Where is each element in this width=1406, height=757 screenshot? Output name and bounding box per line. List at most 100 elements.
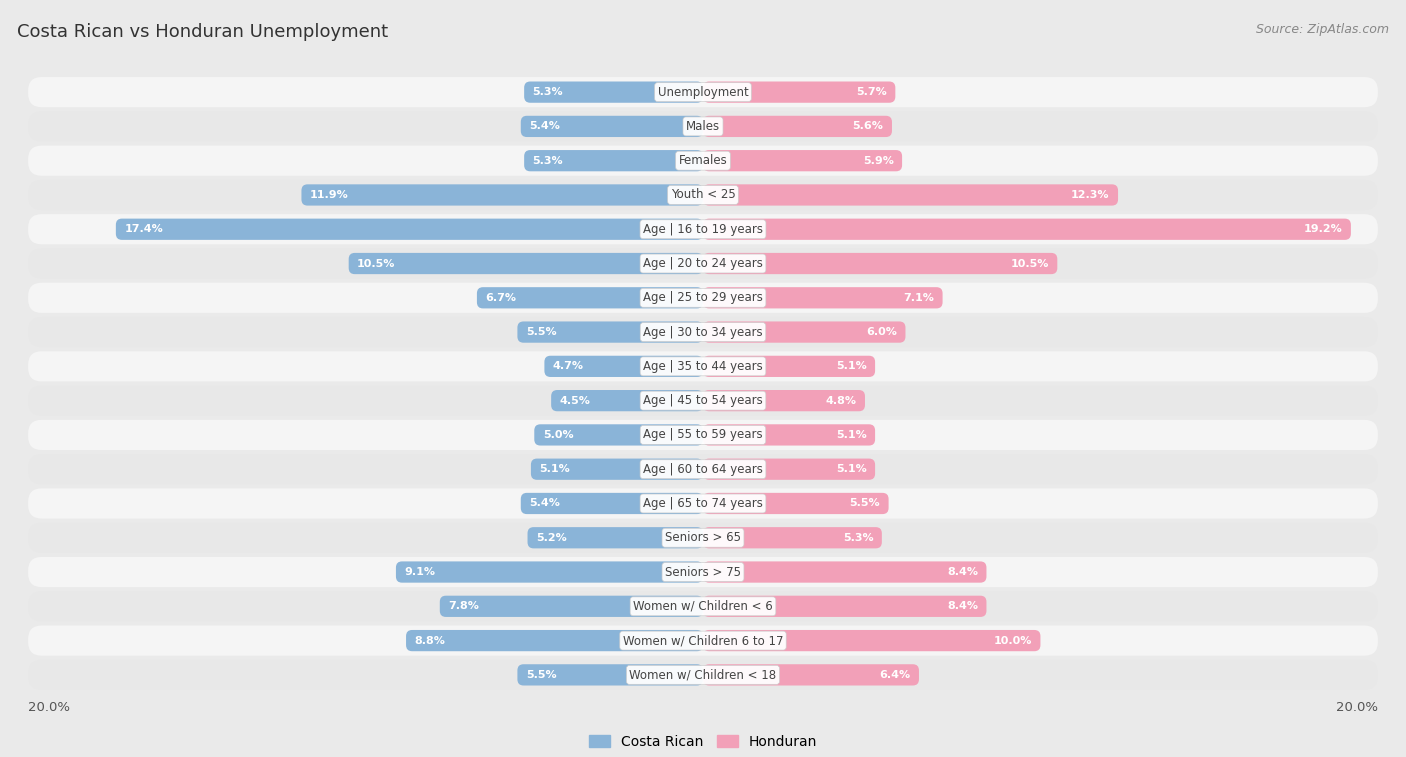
FancyBboxPatch shape: [28, 385, 1378, 416]
FancyBboxPatch shape: [28, 111, 1378, 142]
FancyBboxPatch shape: [524, 82, 703, 103]
Text: 8.8%: 8.8%: [415, 636, 446, 646]
FancyBboxPatch shape: [703, 116, 891, 137]
FancyBboxPatch shape: [477, 287, 703, 308]
FancyBboxPatch shape: [28, 454, 1378, 484]
FancyBboxPatch shape: [520, 116, 703, 137]
Text: 20.0%: 20.0%: [1336, 700, 1378, 714]
FancyBboxPatch shape: [703, 459, 875, 480]
FancyBboxPatch shape: [517, 664, 703, 686]
Text: 8.4%: 8.4%: [948, 567, 979, 577]
FancyBboxPatch shape: [551, 390, 703, 411]
Text: 5.1%: 5.1%: [837, 361, 866, 372]
FancyBboxPatch shape: [28, 180, 1378, 210]
FancyBboxPatch shape: [28, 317, 1378, 347]
FancyBboxPatch shape: [703, 390, 865, 411]
Text: 5.3%: 5.3%: [842, 533, 873, 543]
FancyBboxPatch shape: [28, 420, 1378, 450]
Text: 5.4%: 5.4%: [529, 498, 560, 509]
Text: 10.5%: 10.5%: [1011, 259, 1049, 269]
FancyBboxPatch shape: [28, 522, 1378, 553]
FancyBboxPatch shape: [28, 351, 1378, 382]
Text: Women w/ Children < 18: Women w/ Children < 18: [630, 668, 776, 681]
Text: 4.8%: 4.8%: [825, 396, 856, 406]
Text: 5.2%: 5.2%: [536, 533, 567, 543]
Text: Age | 25 to 29 years: Age | 25 to 29 years: [643, 291, 763, 304]
Text: 4.5%: 4.5%: [560, 396, 591, 406]
FancyBboxPatch shape: [396, 562, 703, 583]
Text: Seniors > 65: Seniors > 65: [665, 531, 741, 544]
FancyBboxPatch shape: [703, 253, 1057, 274]
FancyBboxPatch shape: [28, 145, 1378, 176]
Text: Age | 60 to 64 years: Age | 60 to 64 years: [643, 463, 763, 475]
FancyBboxPatch shape: [28, 282, 1378, 313]
FancyBboxPatch shape: [703, 562, 987, 583]
FancyBboxPatch shape: [406, 630, 703, 651]
Text: 7.1%: 7.1%: [903, 293, 934, 303]
Text: Age | 35 to 44 years: Age | 35 to 44 years: [643, 360, 763, 373]
FancyBboxPatch shape: [703, 596, 987, 617]
Text: 5.1%: 5.1%: [540, 464, 569, 474]
FancyBboxPatch shape: [28, 557, 1378, 587]
Text: 5.6%: 5.6%: [852, 121, 883, 132]
FancyBboxPatch shape: [703, 287, 942, 308]
Text: Age | 20 to 24 years: Age | 20 to 24 years: [643, 257, 763, 270]
Text: Age | 55 to 59 years: Age | 55 to 59 years: [643, 428, 763, 441]
FancyBboxPatch shape: [349, 253, 703, 274]
FancyBboxPatch shape: [28, 488, 1378, 519]
FancyBboxPatch shape: [703, 424, 875, 446]
FancyBboxPatch shape: [544, 356, 703, 377]
Text: 5.3%: 5.3%: [533, 156, 564, 166]
FancyBboxPatch shape: [703, 322, 905, 343]
Text: 6.4%: 6.4%: [879, 670, 911, 680]
Text: 10.0%: 10.0%: [994, 636, 1032, 646]
Text: Age | 30 to 34 years: Age | 30 to 34 years: [643, 326, 763, 338]
FancyBboxPatch shape: [703, 356, 875, 377]
Text: 11.9%: 11.9%: [309, 190, 349, 200]
Text: Unemployment: Unemployment: [658, 86, 748, 98]
Text: Females: Females: [679, 154, 727, 167]
Text: Costa Rican vs Honduran Unemployment: Costa Rican vs Honduran Unemployment: [17, 23, 388, 41]
FancyBboxPatch shape: [703, 664, 920, 686]
FancyBboxPatch shape: [527, 527, 703, 548]
Text: Age | 65 to 74 years: Age | 65 to 74 years: [643, 497, 763, 510]
FancyBboxPatch shape: [703, 150, 903, 171]
Text: 5.1%: 5.1%: [837, 464, 866, 474]
FancyBboxPatch shape: [531, 459, 703, 480]
FancyBboxPatch shape: [534, 424, 703, 446]
FancyBboxPatch shape: [703, 82, 896, 103]
Text: Males: Males: [686, 120, 720, 133]
Text: Age | 45 to 54 years: Age | 45 to 54 years: [643, 394, 763, 407]
Text: 4.7%: 4.7%: [553, 361, 583, 372]
FancyBboxPatch shape: [703, 185, 1118, 206]
FancyBboxPatch shape: [703, 527, 882, 548]
Text: Women w/ Children 6 to 17: Women w/ Children 6 to 17: [623, 634, 783, 647]
Text: 5.7%: 5.7%: [856, 87, 887, 97]
FancyBboxPatch shape: [28, 625, 1378, 656]
FancyBboxPatch shape: [703, 219, 1351, 240]
Text: Age | 16 to 19 years: Age | 16 to 19 years: [643, 223, 763, 235]
Text: Youth < 25: Youth < 25: [671, 188, 735, 201]
FancyBboxPatch shape: [115, 219, 703, 240]
Text: 5.1%: 5.1%: [837, 430, 866, 440]
Text: 5.3%: 5.3%: [533, 87, 564, 97]
FancyBboxPatch shape: [440, 596, 703, 617]
FancyBboxPatch shape: [703, 630, 1040, 651]
FancyBboxPatch shape: [301, 185, 703, 206]
FancyBboxPatch shape: [28, 248, 1378, 279]
Text: Seniors > 75: Seniors > 75: [665, 565, 741, 578]
Text: 5.5%: 5.5%: [849, 498, 880, 509]
Text: 6.0%: 6.0%: [866, 327, 897, 337]
FancyBboxPatch shape: [703, 493, 889, 514]
Legend: Costa Rican, Honduran: Costa Rican, Honduran: [583, 729, 823, 754]
FancyBboxPatch shape: [520, 493, 703, 514]
Text: 5.4%: 5.4%: [529, 121, 560, 132]
Text: 5.9%: 5.9%: [863, 156, 894, 166]
Text: 20.0%: 20.0%: [28, 700, 70, 714]
FancyBboxPatch shape: [28, 660, 1378, 690]
FancyBboxPatch shape: [28, 591, 1378, 621]
Text: Women w/ Children < 6: Women w/ Children < 6: [633, 600, 773, 613]
Text: 5.0%: 5.0%: [543, 430, 574, 440]
Text: 8.4%: 8.4%: [948, 601, 979, 612]
Text: 5.5%: 5.5%: [526, 327, 557, 337]
